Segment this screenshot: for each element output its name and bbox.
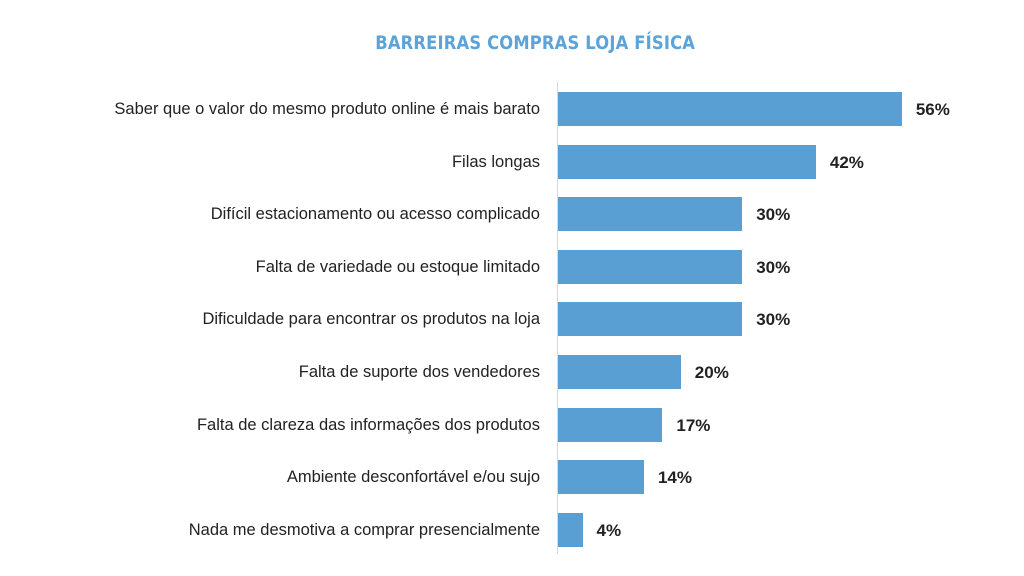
bar bbox=[558, 407, 663, 442]
bar-row: Dificuldade para encontrar os produtos n… bbox=[0, 302, 1024, 337]
bar bbox=[558, 355, 681, 389]
bar-row: Falta de variedade ou estoque limitado 30… bbox=[0, 249, 1024, 284]
value-label: 17% bbox=[676, 415, 711, 435]
bar bbox=[558, 302, 743, 337]
value-label: 30% bbox=[756, 310, 791, 330]
category-label: Nada me desmotiva a comprar presencialme… bbox=[188, 520, 540, 539]
category-label: Falta de suporte dos vendedores bbox=[298, 363, 540, 381]
category-label: Ambiente desconfortável e/ou sujo bbox=[286, 468, 540, 487]
category-label: Falta de variedade ou estoque limitado bbox=[255, 257, 540, 276]
value-label: 20% bbox=[694, 363, 729, 382]
chart-title: BARREIRAS COMPRAS LOJA FÍSICA bbox=[375, 32, 696, 54]
value-label: 42% bbox=[829, 152, 864, 172]
bar-row: Filas longas 42% bbox=[0, 144, 1024, 179]
category-label: Falta de clareza das informações dos pro… bbox=[196, 415, 540, 434]
value-label: 56% bbox=[915, 100, 950, 119]
value-label: 4% bbox=[596, 520, 622, 540]
bar-row: Difícil estacionamento ou acesso complic… bbox=[0, 197, 1024, 232]
bar bbox=[558, 512, 583, 547]
category-label: Dificuldade para encontrar os produtos n… bbox=[202, 310, 540, 329]
value-label: 30% bbox=[756, 257, 791, 277]
category-label: Saber que o valor do mesmo produto onlin… bbox=[114, 100, 540, 118]
bar-row: Falta de clareza das informações dos pro… bbox=[0, 407, 1024, 442]
bar bbox=[558, 92, 902, 126]
category-axis-line bbox=[557, 82, 558, 554]
value-label: 30% bbox=[756, 205, 791, 225]
bar bbox=[558, 144, 816, 179]
bar-row: Nada me desmotiva a comprar presencialme… bbox=[0, 512, 1024, 547]
value-label: 14% bbox=[657, 468, 692, 488]
bar-row: Ambiente desconfortável e/ou sujo 14% bbox=[0, 460, 1024, 495]
bar-row: Falta de suporte dos vendedores 20% bbox=[0, 355, 1024, 389]
bar bbox=[558, 197, 743, 232]
category-label: Filas longas bbox=[451, 152, 540, 171]
category-label: Difícil estacionamento ou acesso complic… bbox=[210, 205, 540, 224]
bar-row: Saber que o valor do mesmo produto onlin… bbox=[0, 92, 1024, 126]
bar bbox=[558, 460, 644, 495]
bar bbox=[558, 249, 743, 284]
